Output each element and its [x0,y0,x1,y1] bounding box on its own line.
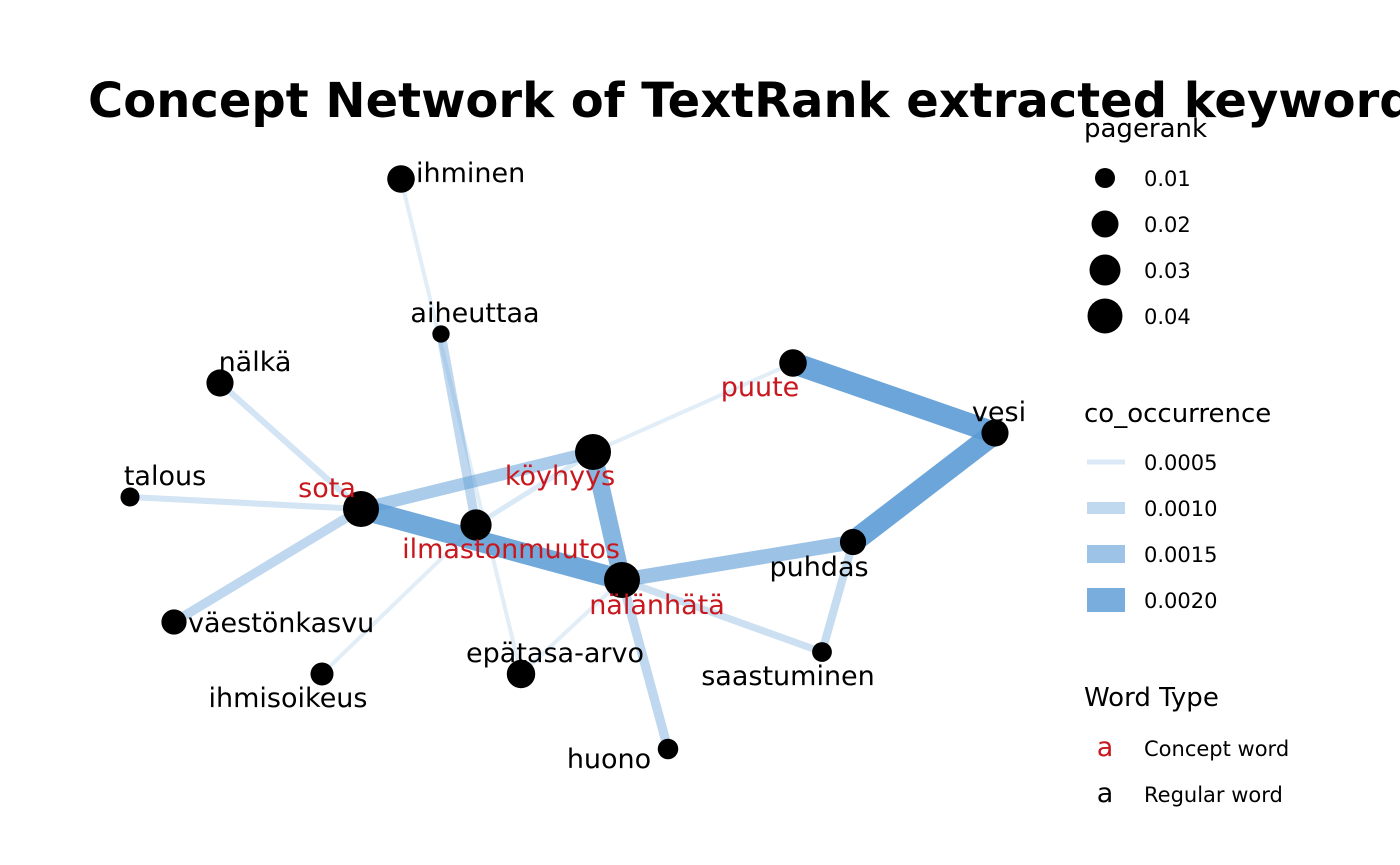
edge-nalanhata-huono [617,578,673,751]
edge-nalka-sota [217,380,364,512]
legend: pagerank 0.010.020.030.04 co_occurrence … [1084,114,1289,809]
node-nalka [206,369,234,397]
node-label-ihmisoikeus: ihmisoikeus [209,683,368,714]
legend-wordtype-label-1: Regular word [1144,783,1283,807]
node-label-saastuminen: saastuminen [701,661,875,692]
legend-cooccurrence-swatch-0 [1087,459,1125,465]
legend-pagerank-swatch-3 [1087,298,1123,334]
edge-sota-vaestonkasvu [171,505,364,626]
node-puhdas [839,528,867,556]
legend-pagerank-label-3: 0.04 [1144,305,1191,329]
edge-talous-sota [129,493,362,513]
legend-cooccurrence-label-3: 0.0020 [1144,589,1217,613]
node-label-aiheuttaa: aiheuttaa [410,298,539,329]
legend-cooccurrence-swatch-1 [1087,502,1125,514]
legend-cooccurrence-swatch-2 [1087,545,1125,563]
legend-wordtype-glyph-0: a [1097,732,1114,763]
legend-wordtype-label-0: Concept word [1144,737,1289,761]
node-talous [120,487,140,507]
edge-sota-koyhyys [359,445,595,516]
node-koyhyys [575,434,611,470]
node-label-huono: huono [567,744,651,775]
node-saastuminen [812,642,832,662]
legend-cooccurrence-swatch-3 [1087,588,1125,612]
edge-nalanhata-puhdas [620,534,855,588]
node-huono [657,738,679,760]
legend-pagerank-swatch-0 [1095,168,1115,188]
node-vaestonkasvu [161,609,187,635]
node-label-puhdas: puhdas [769,552,868,583]
edge-koyhyys-nalanhata [584,450,631,582]
legend-pagerank-label-1: 0.02 [1144,213,1191,237]
edge-puute-vesi [789,352,999,444]
legend-wordtype-glyph-1: a [1097,778,1114,809]
legend-pagerank-items: 0.01 0.02 0.03 0.04 [1087,167,1191,334]
edge-puhdas-saastuminen [818,540,857,654]
node-label-talous: talous [124,461,206,492]
node-label-sota: sota [298,473,356,504]
legend-wordtype-title: Word Type [1084,683,1219,713]
legend-pagerank-swatch-2 [1089,254,1121,286]
edge-ihminen-epatasa-arvo [399,178,523,675]
edge-nalanhata-saastuminen [620,576,824,656]
legend-pagerank-swatch-1 [1091,210,1119,238]
node-label-koyhyys: köyhyys [505,461,615,492]
edge-nalanhata-epatasa-arvo [519,578,624,676]
node-label-puute: puute [721,372,800,403]
legend-cooccurrence-label-2: 0.0015 [1144,543,1217,567]
node-sota [343,491,379,527]
labels-layer: ihminen aiheuttaa nälkä talous sota köyhyys il… [124,158,1026,775]
legend-wordtype-items: a Concept word a Regular word [1097,732,1289,809]
node-epatasa-arvo [506,659,536,689]
node-label-vesi: vesi [972,397,1026,428]
node-label-ilmastonmuutos: ilmastonmuutos [402,534,620,565]
edge-koyhyys-puute [592,361,794,454]
node-vesi [981,419,1009,447]
edge-aiheuttaa-ilmastonmuutos [436,333,481,526]
legend-pagerank-label-2: 0.03 [1144,259,1191,283]
node-ihmisoikeus [310,662,334,686]
edge-ilmastonmuutos-ihmisoikeus [320,523,478,676]
legend-pagerank-label-0: 0.01 [1144,167,1191,191]
node-label-nalanhata: nälänhätä [589,590,725,621]
legend-cooccurrence-label-0: 0.0005 [1144,451,1217,475]
node-nalanhata [604,562,640,598]
node-ihminen [387,165,415,193]
chart-title: Concept Network of TextRank extracted ke… [88,73,1400,129]
node-label-nalka: nälkä [219,347,292,378]
nodes-layer [120,165,1009,760]
edge-puhdas-vesi [846,424,1002,551]
node-aiheuttaa [432,325,450,343]
node-ilmastonmuutos [460,509,492,541]
node-label-ihminen: ihminen [416,158,525,189]
legend-cooccurrence-title: co_occurrence [1084,399,1271,429]
legend-pagerank-title: pagerank [1084,114,1207,144]
node-label-epatasa-arvo: epätasa-arvo [466,638,644,669]
legend-cooccurrence-items: 0.0005 0.0010 0.0015 0.0020 [1087,451,1217,613]
legend-cooccurrence-label-1: 0.0010 [1144,497,1217,521]
edge-koyhyys-ilmastonmuutos [474,449,595,528]
node-puute [779,349,807,377]
node-label-vaestonkasvu: väestönkasvu [188,608,374,639]
edges-layer [129,178,1002,751]
edge-sota-nalanhata [358,498,625,591]
